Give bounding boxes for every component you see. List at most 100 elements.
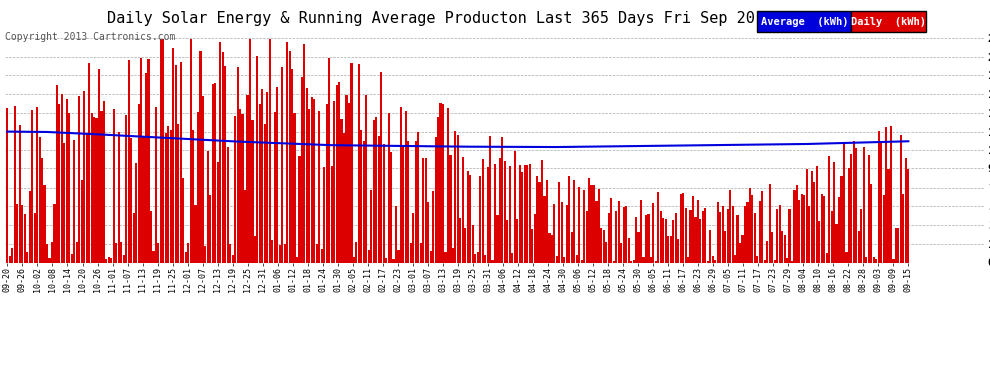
- Bar: [847, 168, 850, 262]
- Bar: [729, 190, 732, 262]
- Bar: [303, 44, 306, 262]
- Bar: [907, 169, 910, 262]
- Bar: [194, 205, 197, 262]
- Bar: [900, 135, 902, 262]
- Bar: [234, 116, 237, 262]
- Bar: [811, 171, 813, 262]
- Bar: [65, 99, 68, 262]
- Bar: [521, 172, 524, 262]
- Bar: [164, 133, 167, 262]
- Bar: [813, 182, 816, 262]
- Bar: [796, 185, 798, 262]
- Bar: [550, 235, 553, 262]
- Bar: [753, 213, 756, 262]
- Bar: [771, 231, 773, 262]
- Bar: [88, 63, 90, 262]
- Bar: [380, 72, 382, 262]
- Bar: [727, 209, 729, 262]
- Bar: [184, 252, 187, 262]
- Bar: [657, 192, 659, 262]
- Bar: [798, 200, 801, 262]
- Bar: [425, 158, 427, 262]
- Bar: [610, 198, 613, 262]
- Bar: [742, 236, 743, 262]
- Bar: [831, 211, 833, 262]
- Bar: [603, 230, 605, 262]
- Bar: [563, 257, 565, 262]
- Bar: [387, 112, 390, 262]
- Bar: [261, 89, 263, 262]
- Bar: [247, 95, 248, 262]
- Bar: [555, 256, 558, 262]
- Bar: [652, 203, 654, 262]
- Bar: [714, 260, 717, 262]
- Bar: [207, 151, 209, 262]
- Bar: [415, 141, 417, 262]
- Bar: [625, 206, 628, 262]
- Bar: [143, 135, 145, 262]
- Bar: [209, 195, 212, 262]
- Bar: [174, 65, 177, 262]
- Bar: [855, 148, 857, 262]
- Bar: [687, 256, 689, 262]
- Bar: [31, 110, 34, 262]
- Bar: [60, 94, 63, 262]
- Bar: [21, 205, 24, 262]
- Bar: [251, 120, 253, 262]
- Bar: [852, 141, 855, 262]
- Bar: [93, 117, 95, 262]
- Bar: [580, 260, 583, 262]
- Bar: [187, 243, 189, 262]
- Bar: [618, 201, 620, 262]
- Bar: [362, 141, 365, 262]
- Bar: [273, 112, 276, 262]
- Bar: [357, 64, 360, 262]
- Bar: [679, 194, 682, 262]
- Bar: [514, 151, 516, 262]
- Bar: [801, 194, 803, 262]
- Bar: [128, 60, 130, 262]
- Bar: [115, 243, 118, 262]
- Bar: [877, 131, 880, 262]
- Bar: [36, 107, 39, 262]
- Bar: [347, 103, 350, 262]
- Bar: [461, 157, 464, 262]
- Bar: [511, 253, 514, 262]
- Bar: [479, 176, 481, 262]
- Bar: [724, 231, 727, 262]
- Bar: [296, 257, 298, 262]
- Bar: [476, 252, 479, 262]
- Bar: [491, 260, 494, 262]
- Bar: [446, 108, 449, 262]
- Bar: [397, 250, 400, 262]
- Bar: [748, 188, 751, 262]
- Bar: [734, 255, 737, 262]
- Bar: [286, 42, 288, 262]
- Bar: [659, 211, 662, 262]
- Bar: [98, 69, 100, 262]
- Bar: [662, 218, 664, 262]
- Bar: [702, 211, 704, 262]
- Bar: [44, 186, 46, 262]
- Bar: [41, 158, 44, 262]
- Bar: [841, 176, 842, 262]
- Bar: [469, 176, 471, 262]
- Bar: [739, 243, 742, 262]
- Bar: [756, 256, 758, 262]
- Bar: [427, 202, 430, 262]
- Bar: [600, 228, 603, 262]
- Bar: [110, 258, 113, 262]
- Bar: [534, 214, 536, 262]
- Bar: [758, 201, 761, 262]
- Bar: [189, 39, 192, 262]
- Bar: [24, 214, 26, 262]
- Bar: [338, 82, 341, 262]
- Bar: [138, 104, 140, 262]
- Bar: [341, 119, 343, 262]
- Bar: [890, 126, 892, 262]
- Bar: [464, 228, 466, 262]
- Bar: [154, 107, 157, 262]
- Bar: [407, 141, 410, 262]
- Bar: [321, 249, 323, 262]
- Bar: [316, 244, 318, 262]
